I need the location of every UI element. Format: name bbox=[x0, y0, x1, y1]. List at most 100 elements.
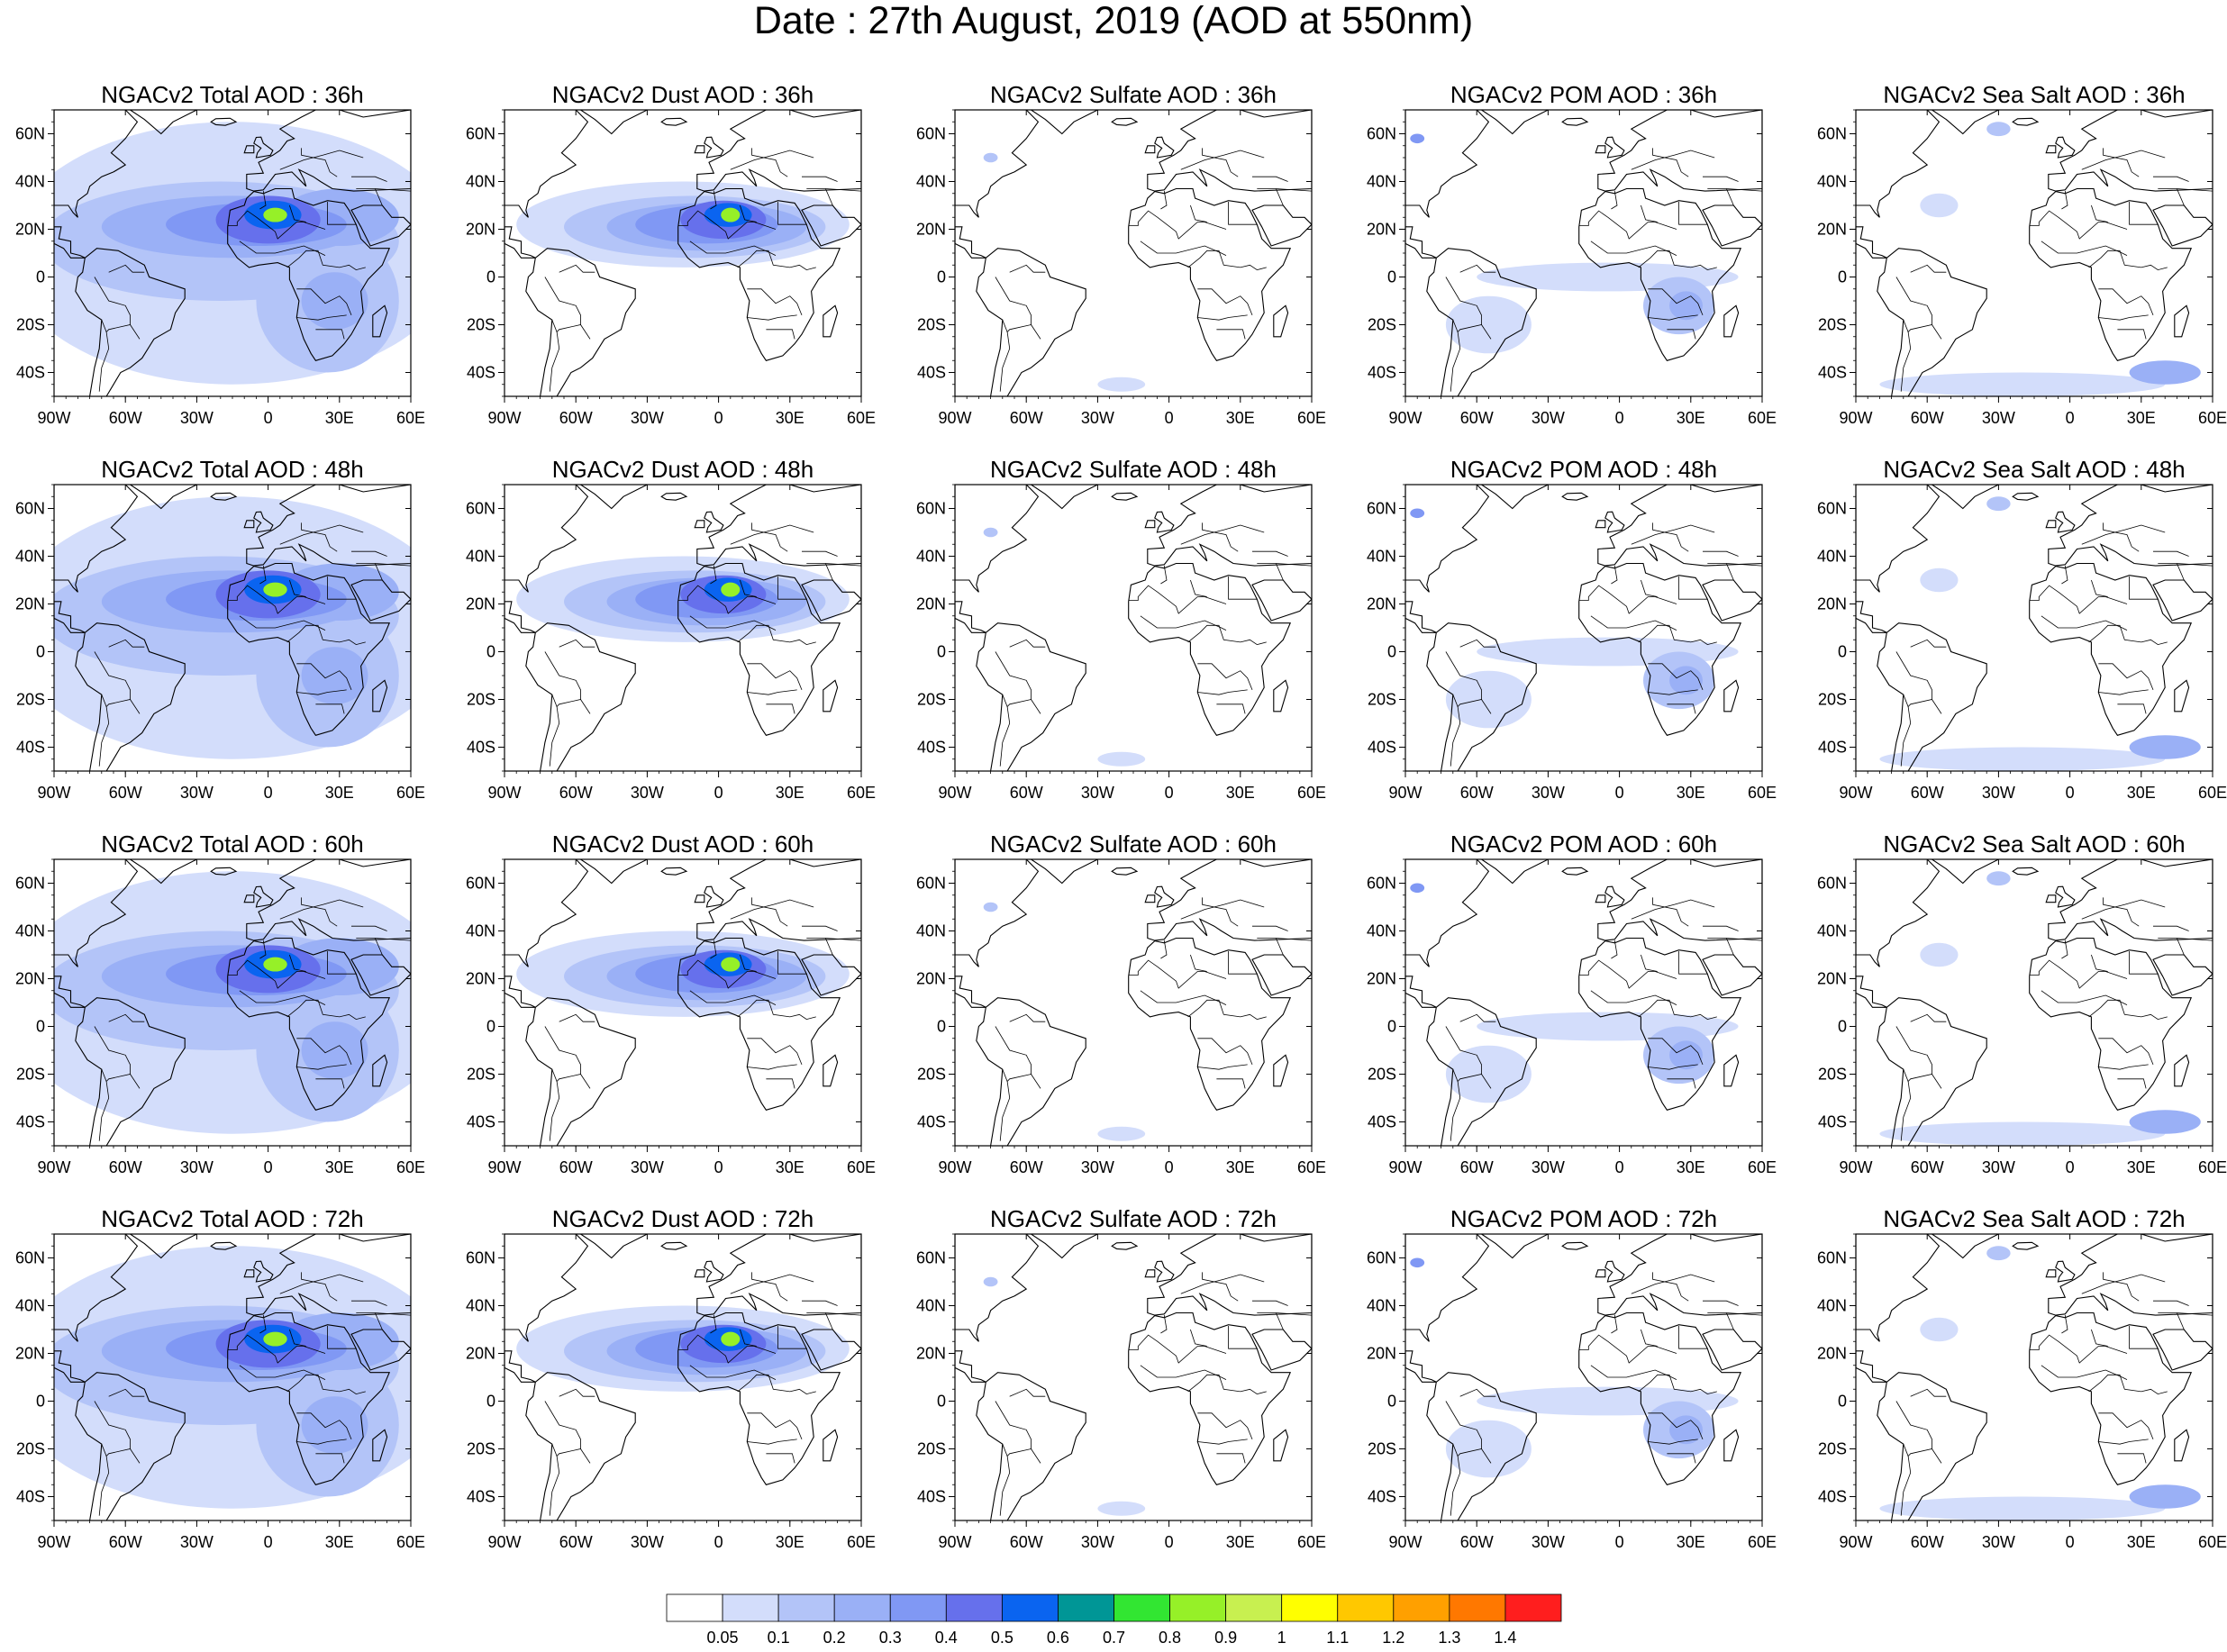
coastline-europe bbox=[1147, 1234, 1312, 1316]
lat-tick-label: 20N bbox=[1367, 595, 1396, 613]
coastline-arabia bbox=[1702, 1329, 1762, 1371]
country-border bbox=[327, 1326, 357, 1349]
country-border bbox=[1611, 191, 1618, 210]
panel-title: NGACv2 Sea Salt AOD : 72h bbox=[1883, 1205, 2186, 1232]
country-border bbox=[544, 1026, 581, 1075]
lat-tick-label: 40S bbox=[917, 1113, 946, 1131]
coastline-north-america bbox=[54, 1234, 139, 1342]
lat-tick-label: 20N bbox=[466, 970, 495, 988]
lon-tick-label: 0 bbox=[2066, 784, 2075, 802]
lon-tick-label: 0 bbox=[1165, 409, 1174, 427]
panel-title: NGACv2 POM AOD : 36h bbox=[1450, 81, 1718, 108]
country-border bbox=[1450, 331, 1461, 392]
colorbar-swatch bbox=[889, 1593, 947, 1622]
country-border bbox=[2091, 204, 2108, 222]
coastline-iceland bbox=[660, 867, 688, 876]
map-panel: NGACv2 Sea Salt AOD : 48h 60N 40N 20N 0 20S 40… bbox=[1802, 456, 2227, 825]
country-border bbox=[1216, 703, 1246, 714]
country-border bbox=[1590, 990, 1677, 1005]
country-border bbox=[1648, 663, 1704, 691]
lat-tick-label: 20S bbox=[1368, 1440, 1396, 1458]
lat-tick-label: 20N bbox=[1367, 221, 1396, 239]
lon-tick-label: 30W bbox=[631, 409, 664, 427]
lon-tick-label: 30W bbox=[631, 1533, 664, 1551]
country-border bbox=[2158, 938, 2185, 956]
map-panel: NGACv2 Sea Salt AOD : 72h 60N 40N 20N 0 20S 40… bbox=[1802, 1205, 2227, 1575]
country-border bbox=[2153, 925, 2189, 931]
country-border bbox=[2158, 563, 2185, 581]
country-border bbox=[315, 703, 345, 714]
colorbar-label: 1.2 bbox=[1382, 1629, 1404, 1647]
coastline-britain bbox=[704, 885, 724, 908]
aod-contour-0.05 bbox=[1445, 670, 1532, 729]
lat-tick-label: 40S bbox=[917, 739, 946, 757]
country-border bbox=[1009, 264, 1046, 273]
country-border bbox=[2129, 576, 2159, 600]
lat-tick-label: 60N bbox=[1367, 500, 1396, 518]
country-border bbox=[1276, 188, 1312, 192]
coastline-central-america bbox=[955, 1350, 986, 1383]
coastline-britain bbox=[2055, 511, 2076, 533]
map-panel: NGACv2 Sea Salt AOD : 60h 60N 40N 20N 0 20S 40… bbox=[1802, 831, 2227, 1200]
lat-tick-label: 40S bbox=[467, 1113, 495, 1131]
coastline-central-america bbox=[1856, 601, 1887, 633]
coastline-arabia bbox=[350, 579, 411, 622]
coastline-north-america bbox=[54, 859, 139, 967]
aod-map: 60N 40N 20N 0 20S 40S 90W 60W 30W 0 30E 60E bbox=[466, 109, 876, 427]
country-border bbox=[1726, 563, 1762, 567]
country-border bbox=[2061, 940, 2068, 959]
coastline-ireland bbox=[243, 145, 255, 154]
country-border bbox=[1652, 1272, 1689, 1302]
coastline-ireland bbox=[1144, 1269, 1156, 1278]
country-border bbox=[2153, 550, 2189, 557]
lon-tick-label: 30E bbox=[2127, 1533, 2156, 1551]
country-border bbox=[825, 938, 861, 941]
country-border bbox=[1578, 959, 1677, 989]
coastline-africa bbox=[1578, 1312, 1742, 1485]
panel-title: NGACv2 POM AOD : 48h bbox=[1450, 456, 1718, 483]
panel-title: NGACv2 Sulfate AOD : 36h bbox=[990, 81, 1277, 108]
panel-title: NGACv2 Sea Salt AOD : 48h bbox=[1883, 456, 2186, 483]
lon-tick-label: 0 bbox=[1165, 1533, 1174, 1551]
lon-tick-label: 90W bbox=[1839, 784, 1872, 802]
map-background bbox=[1856, 485, 2213, 771]
lat-tick-label: 40N bbox=[916, 173, 946, 191]
country-border bbox=[1648, 288, 1704, 316]
country-border bbox=[1197, 1064, 1248, 1070]
lat-tick-label: 20N bbox=[1817, 221, 1847, 239]
lon-tick-label: 60W bbox=[1460, 1533, 1494, 1551]
lon-tick-label: 0 bbox=[1615, 1533, 1624, 1551]
lat-tick-label: 20S bbox=[16, 316, 45, 334]
lat-tick-label: 20S bbox=[1818, 691, 1847, 709]
lon-tick-label: 60W bbox=[1010, 409, 1043, 427]
lat-tick-label: 20N bbox=[1367, 1345, 1396, 1363]
aod-contour-0.2 bbox=[2129, 1110, 2201, 1134]
coastline-madagascar bbox=[1273, 1429, 1289, 1462]
coastline-arabia bbox=[350, 1329, 411, 1371]
lat-tick-label: 40S bbox=[1818, 739, 1847, 757]
lon-tick-label: 60W bbox=[1911, 1158, 1944, 1176]
coastline-iceland bbox=[2012, 492, 2040, 501]
coastline-ireland bbox=[694, 894, 705, 903]
coastline-north-america bbox=[504, 485, 589, 593]
country-border bbox=[740, 204, 757, 222]
lat-tick-label: 0 bbox=[486, 643, 495, 661]
aod-contour-0.05 bbox=[1879, 1496, 2166, 1520]
lon-tick-label: 60E bbox=[1297, 1158, 1326, 1176]
lon-tick-label: 90W bbox=[1839, 409, 1872, 427]
panel-title: NGACv2 Sulfate AOD : 72h bbox=[990, 1205, 1277, 1232]
country-border bbox=[1910, 639, 1947, 648]
lon-tick-label: 0 bbox=[1615, 784, 1624, 802]
country-border bbox=[740, 1329, 757, 1347]
aod-contour-0.8 bbox=[263, 207, 287, 222]
lat-tick-label: 40S bbox=[16, 364, 45, 382]
country-border bbox=[1187, 999, 1267, 1021]
lat-tick-label: 40S bbox=[467, 364, 495, 382]
country-border bbox=[689, 990, 777, 1005]
lat-tick-label: 40N bbox=[15, 173, 45, 191]
coastline-africa bbox=[1128, 1312, 1292, 1485]
country-border bbox=[999, 706, 1011, 767]
lon-tick-label: 60W bbox=[109, 409, 142, 427]
coastline-central-america bbox=[54, 1350, 86, 1383]
lat-tick-label: 20N bbox=[15, 970, 45, 988]
